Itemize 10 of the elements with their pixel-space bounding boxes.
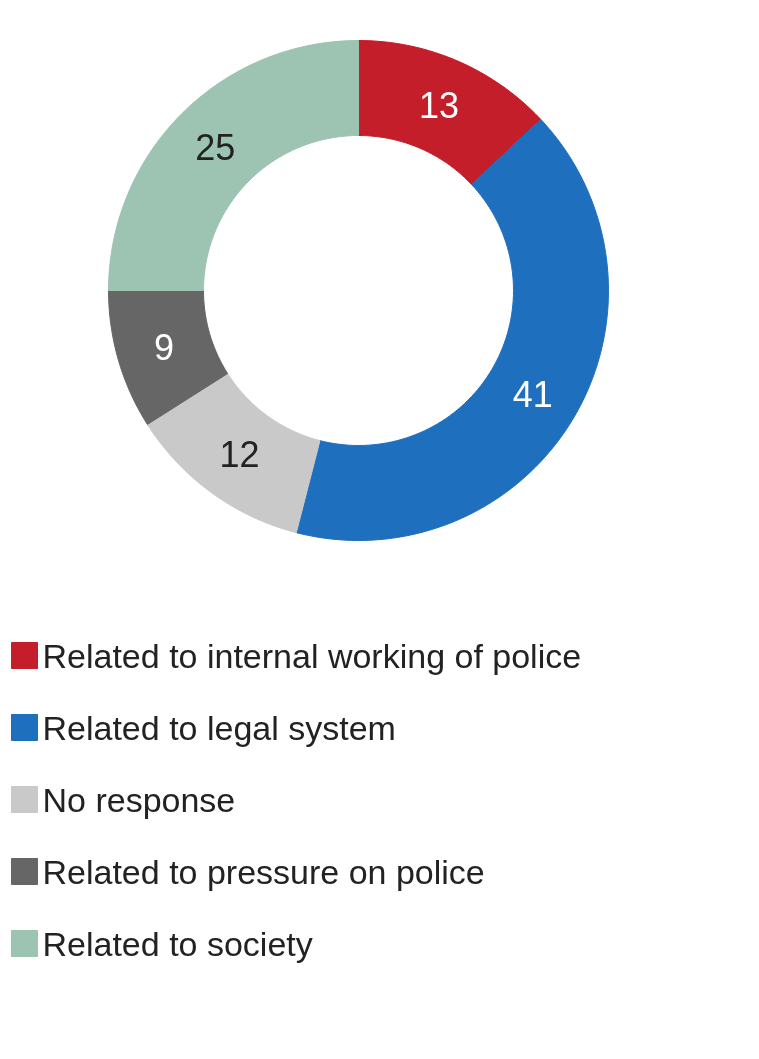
- data-label: 41: [512, 373, 553, 415]
- legend-label: Related to society: [42, 924, 313, 963]
- data-label: 25: [195, 127, 236, 169]
- data-label: 13: [418, 84, 459, 126]
- legend-label: Related to legal system: [42, 708, 396, 747]
- data-label: 12: [219, 434, 260, 476]
- data-label: 9: [154, 327, 175, 368]
- legend-label: No response: [42, 780, 236, 819]
- legend-label: Related to internal working of police: [42, 636, 582, 675]
- legend-label: Related to pressure on police: [42, 852, 485, 891]
